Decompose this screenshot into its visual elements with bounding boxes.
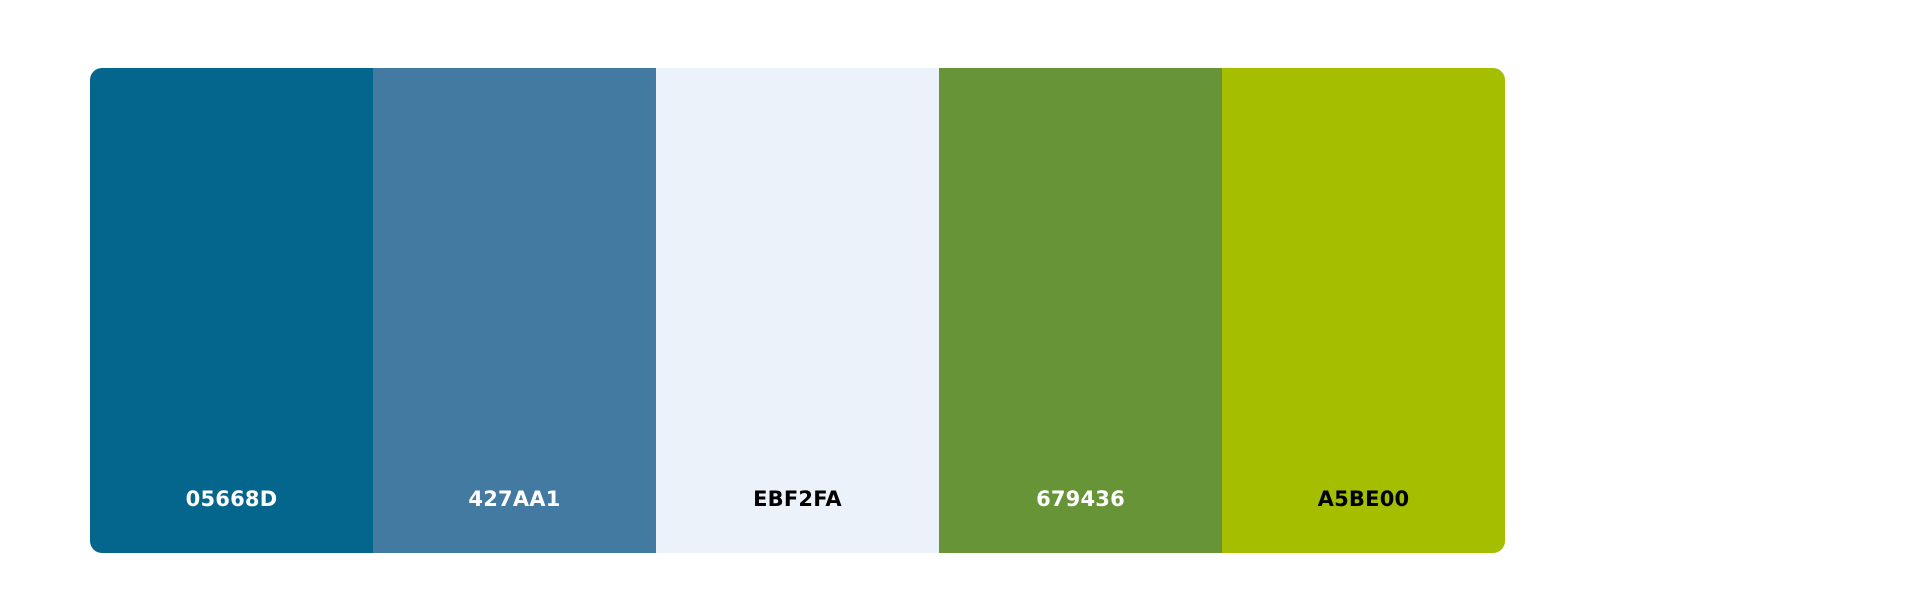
color-palette: 05668D 427AA1 EBF2FA 679436 A5BE00 bbox=[90, 68, 1505, 553]
color-swatch-2[interactable]: 427AA1 bbox=[373, 68, 656, 553]
swatch-hex-label: 679436 bbox=[1036, 487, 1125, 511]
color-swatch-1[interactable]: 05668D bbox=[90, 68, 373, 553]
swatch-hex-label: EBF2FA bbox=[753, 487, 842, 511]
swatch-hex-label: 427AA1 bbox=[468, 487, 561, 511]
swatch-hex-label: A5BE00 bbox=[1317, 487, 1410, 511]
color-swatch-3[interactable]: EBF2FA bbox=[656, 68, 939, 553]
color-swatch-5[interactable]: A5BE00 bbox=[1222, 68, 1505, 553]
swatch-hex-label: 05668D bbox=[185, 487, 278, 511]
color-swatch-4[interactable]: 679436 bbox=[939, 68, 1222, 553]
